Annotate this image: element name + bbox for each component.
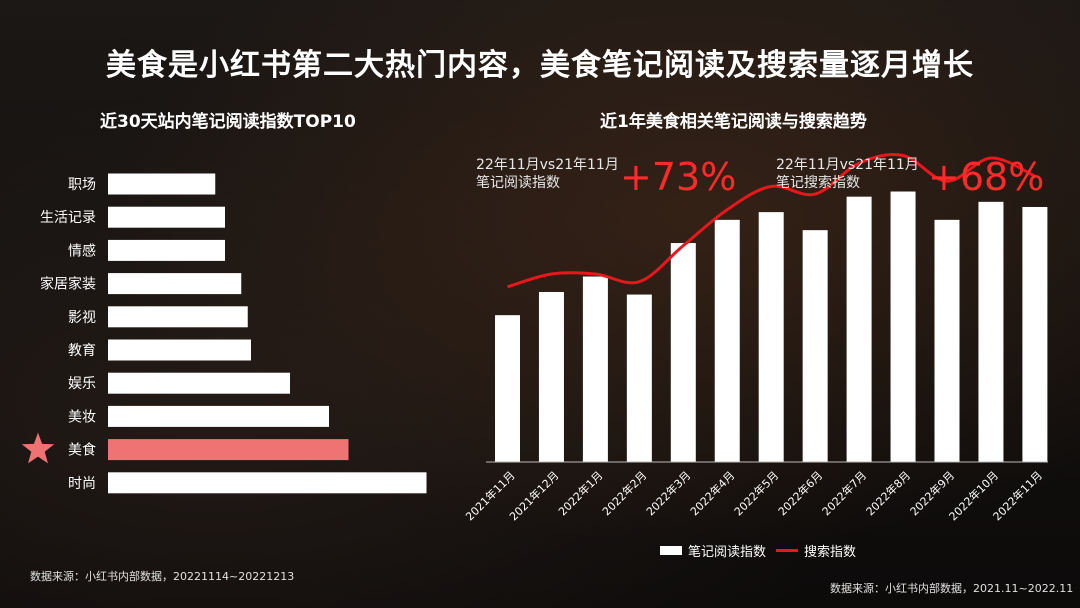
x-tick-label-7: 2022年6月 [775, 468, 825, 518]
stat-search-line2: 笔记搜索指数 [776, 175, 860, 191]
vbar-1 [538, 291, 564, 462]
hbar-label-9: 时尚 [68, 476, 96, 492]
vbar-3 [626, 294, 652, 462]
source-left: 数据来源：小红书内部数据，20221114~20221213 [30, 570, 295, 583]
vbar-8 [846, 196, 872, 462]
left-chart-subtitle: 近30天站内笔记阅读指数TOP10 [100, 112, 356, 132]
x-tick-label-4: 2022年3月 [643, 468, 693, 518]
hbar-label-6: 娱乐 [68, 376, 96, 392]
x-tick-label-8: 2022年7月 [819, 468, 869, 518]
vbar-4 [670, 243, 696, 462]
hbar-2 [108, 239, 225, 261]
search-index-line [507, 153, 1036, 289]
hbar-0 [108, 173, 216, 195]
legend-line-swatch [776, 549, 798, 552]
legend-line-label: 搜索指数 [804, 545, 857, 560]
vbar-0 [495, 315, 520, 462]
hbar-label-2: 情感 [68, 242, 96, 259]
x-tick-label-9: 2022年8月 [863, 468, 913, 518]
vbar-7 [802, 230, 828, 462]
stat-search-value: +68% [928, 155, 1045, 199]
vbar-9 [890, 191, 916, 462]
hbar-1 [108, 206, 225, 228]
legend-line: 搜索指数 [776, 541, 856, 560]
legend-bar-label: 笔记阅读指数 [688, 545, 767, 560]
stat-read-line1: 22年11月vs21年11月 [476, 157, 619, 173]
legend-bar-swatch [660, 546, 682, 555]
hbar-label-3: 家居家装 [40, 276, 96, 293]
hbar-3 [108, 273, 242, 295]
x-tick-label-2: 2022年1月 [555, 468, 605, 518]
stat-search-desc: 22年11月vs21年11月 笔记搜索指数 [776, 156, 919, 192]
hbar-5 [108, 339, 251, 361]
vbar-2 [582, 276, 608, 462]
hbar-label-0: 职场 [68, 177, 96, 193]
source-right: 数据来源：小红书内部数据，2021.11~2022.11 [830, 582, 1074, 595]
x-tick-label-5: 2022年4月 [687, 468, 737, 518]
stat-read-desc: 22年11月vs21年11月 笔记阅读指数 [476, 156, 619, 192]
vbar-6 [758, 212, 784, 462]
hbar-7 [108, 405, 329, 427]
vbar-10 [934, 219, 960, 462]
stat-read-line2: 笔记阅读指数 [476, 175, 560, 191]
page-title: 美食是小红书第二大热门内容，美食笔记阅读及搜索量逐月增长 [106, 48, 974, 83]
hbar-4 [108, 306, 248, 328]
hbar-label-4: 影视 [68, 310, 96, 326]
highlight-star-icon [21, 432, 55, 464]
hbar-label-1: 生活记录 [40, 210, 96, 226]
right-chart-subtitle: 近1年美食相关笔记阅读与搜索趋势 [600, 112, 867, 132]
stat-search-line1: 22年11月vs21年11月 [776, 157, 919, 173]
stat-read-value: +73% [620, 155, 737, 199]
vbar-12 [1022, 206, 1048, 462]
hbar-label-7: 美妆 [68, 409, 96, 425]
hbar-6 [108, 372, 290, 394]
hbar-label-8: 美食 [68, 442, 96, 459]
x-tick-label-6: 2022年5月 [731, 468, 781, 518]
hbar-label-5: 教育 [68, 343, 96, 359]
hbar-8 [108, 439, 349, 461]
vbar-5 [714, 219, 740, 462]
vbar-11 [978, 201, 1004, 462]
legend-bar: 笔记阅读指数 [660, 541, 766, 560]
x-tick-label-3: 2022年2月 [599, 468, 649, 518]
hbar-9 [108, 472, 427, 494]
